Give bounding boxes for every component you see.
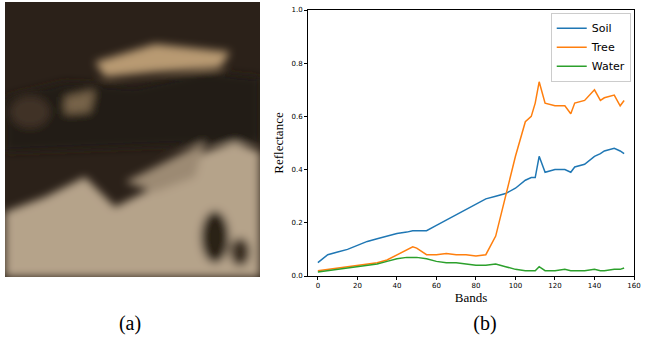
svg-text:0.6: 0.6 bbox=[291, 113, 303, 121]
svg-text:0.2: 0.2 bbox=[291, 219, 302, 227]
svg-text:140: 140 bbox=[588, 282, 601, 290]
html-text:(b): (b) bbox=[473, 312, 497, 334]
svg-text:0.0: 0.0 bbox=[291, 272, 302, 280]
svg-text:0.4: 0.4 bbox=[291, 166, 303, 174]
svg-text:160: 160 bbox=[627, 282, 640, 290]
svg-text:20: 20 bbox=[353, 282, 362, 290]
svg-text:0.8: 0.8 bbox=[291, 60, 302, 68]
svg-text:1.0: 1.0 bbox=[291, 6, 302, 14]
svg-text:Soil: Soil bbox=[592, 22, 612, 35]
svg-text:Reflectance: Reflectance bbox=[271, 112, 286, 174]
svg-text:80: 80 bbox=[471, 282, 480, 290]
svg-text:120: 120 bbox=[548, 282, 561, 290]
svg-text:100: 100 bbox=[509, 282, 522, 290]
svg-text:Tree: Tree bbox=[591, 41, 615, 54]
svg-text:60: 60 bbox=[432, 282, 441, 290]
svg-text:40: 40 bbox=[392, 282, 401, 290]
svg-text:Water: Water bbox=[592, 60, 625, 73]
svg-text:Bands: Bands bbox=[455, 290, 488, 305]
svg-text:0: 0 bbox=[316, 282, 320, 290]
html-text:(a): (a) bbox=[118, 312, 142, 334]
